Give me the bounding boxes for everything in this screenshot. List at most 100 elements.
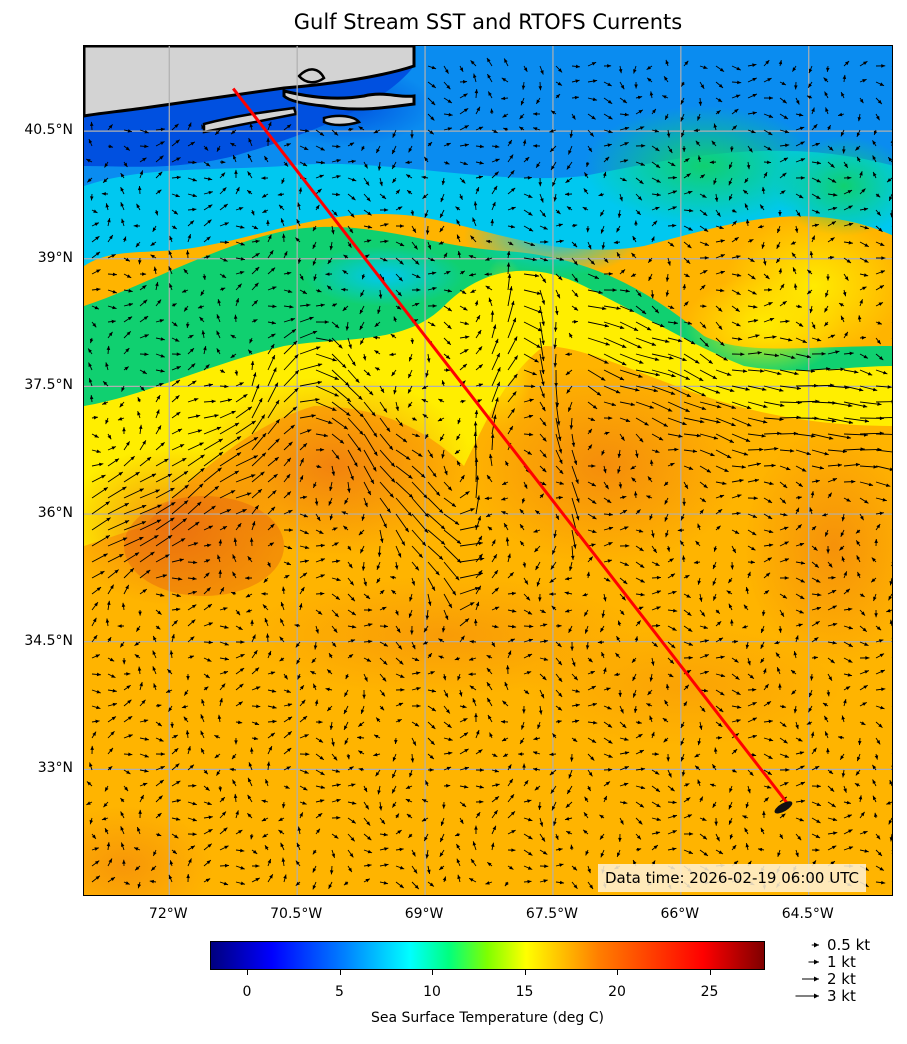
current-vector-head — [494, 171, 499, 176]
current-vector-head — [473, 201, 478, 206]
current-vector-head — [268, 234, 272, 240]
current-vector-head — [459, 67, 464, 72]
current-vector-head — [729, 195, 733, 201]
current-vector-head — [831, 221, 836, 225]
current-vector-head — [813, 124, 818, 129]
current-vector-head — [447, 289, 452, 293]
current-vector-head — [364, 164, 368, 169]
current-vector-head — [655, 147, 660, 152]
current-vector-head — [592, 79, 598, 83]
current-vector-head — [538, 182, 542, 187]
current-vector — [891, 562, 892, 564]
current-vector-head — [187, 122, 192, 127]
current-vector-head — [254, 282, 259, 287]
current-vector-head — [800, 141, 805, 146]
current-vector-head — [431, 271, 437, 276]
current-vector-head — [808, 68, 813, 74]
current-vector-head — [589, 132, 594, 137]
current-vector-head — [528, 211, 533, 216]
current-vector-head — [510, 224, 516, 229]
current-vector-head — [399, 242, 405, 246]
land — [84, 46, 416, 134]
current-vector-head — [847, 176, 852, 180]
current-vector-head — [763, 172, 768, 177]
current-vector-head — [313, 276, 317, 281]
current-vector-head — [415, 260, 420, 265]
current-vector-head — [762, 261, 767, 266]
current-vector-head — [511, 300, 515, 306]
current-vector-head — [508, 139, 512, 145]
current-vector-head — [624, 126, 630, 131]
current-vector-head — [262, 193, 267, 198]
current-vector-head — [720, 239, 725, 243]
current-vector-head — [558, 276, 563, 281]
current-vector-head — [833, 193, 838, 197]
current-vector-head — [168, 266, 172, 271]
current-vector-head — [634, 84, 638, 89]
current-vector — [891, 466, 892, 467]
current-vector — [891, 753, 892, 754]
current-vector-head — [351, 177, 357, 182]
current-vector-head — [651, 236, 655, 241]
current-vector-head — [381, 194, 387, 199]
current-vector-head — [876, 211, 881, 216]
current-vector-head — [247, 153, 252, 159]
current-vector-head — [125, 146, 130, 151]
current-vector-head — [217, 299, 221, 304]
current-vector — [891, 322, 892, 323]
current-vector-head — [365, 181, 370, 186]
current-vector-head — [341, 287, 346, 292]
current-vector-head — [769, 96, 774, 100]
current-vector-head — [312, 330, 318, 335]
current-vector-head — [619, 196, 623, 202]
current-vector-head — [406, 174, 411, 179]
current-vector-head — [438, 241, 444, 245]
current-vector-head — [790, 241, 796, 245]
current-vector-head — [680, 117, 685, 122]
current-vector-head — [732, 208, 737, 213]
current-vector-head — [439, 227, 444, 233]
current-vector-head — [457, 251, 462, 256]
current-vector-head — [824, 321, 829, 327]
current-vector-head — [107, 218, 111, 223]
current-vector-head — [811, 107, 815, 112]
current-vector-head — [776, 244, 781, 249]
current-vector-head — [745, 219, 750, 224]
current-vector-head — [861, 188, 866, 193]
current-vector-head — [510, 187, 516, 192]
current-vector-head — [637, 292, 642, 297]
current-vector-head — [533, 112, 538, 116]
current-vector-head — [120, 173, 125, 178]
current-vector-head — [565, 178, 570, 183]
current-vector-head — [655, 206, 660, 211]
current-vector-head — [649, 91, 654, 96]
current-vector-head — [333, 131, 339, 136]
current-vector-head — [94, 305, 99, 310]
current-vector-head — [558, 223, 563, 227]
current-vector-head — [183, 268, 188, 274]
current-vector-head — [665, 59, 669, 65]
current-vector-head — [665, 292, 670, 297]
current-vector-head — [527, 176, 532, 180]
map-panel[interactable]: Data time: 2026-02-19 06:00 UTC — [83, 45, 893, 896]
current-vector-head — [172, 303, 177, 307]
current-vector-head — [445, 161, 450, 165]
current-vector-head — [878, 227, 883, 232]
current-vector-head — [604, 258, 609, 263]
current-vector-head — [143, 299, 148, 304]
current-vector-head — [392, 133, 396, 138]
map-canvas[interactable] — [84, 46, 893, 896]
current-vector-head — [338, 344, 343, 349]
current-vector-head — [815, 210, 820, 214]
current-vector-head — [880, 270, 885, 274]
current-vector — [891, 450, 892, 451]
sst-field — [84, 46, 892, 895]
current-vector-head — [793, 267, 797, 272]
current-vector-head — [430, 322, 436, 327]
current-vector-head — [199, 316, 204, 322]
current-vector-head — [152, 227, 157, 232]
current-vector-head — [221, 274, 227, 278]
current-vector-head — [215, 130, 220, 135]
current-vector-head — [270, 267, 276, 272]
current-vector-head — [224, 240, 229, 245]
